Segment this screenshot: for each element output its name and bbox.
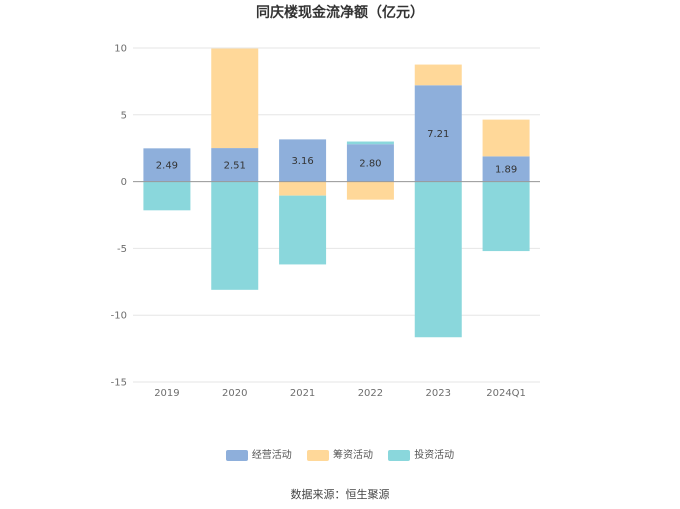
legend-item-operating[interactable]: 经营活动 [225,446,292,461]
legend-swatch [225,449,248,461]
bar-value-label: 7.21 [427,129,449,140]
bar-segment-operating[interactable] [211,148,259,182]
bar-segment-financing[interactable] [414,64,462,86]
legend-item-investing[interactable]: 投资活动 [388,446,454,461]
x-tick-label: 2020 [222,388,247,399]
data-source: 数据来源：恒生聚源 [290,488,390,501]
bar-value-label: 2.51 [224,160,246,171]
bar-segment-financing[interactable] [346,181,394,200]
bar-value-label: 3.16 [291,156,313,167]
x-tick-label: 2022 [358,388,383,399]
bar-segment-operating[interactable] [414,85,462,182]
bar-segment-financing[interactable] [279,181,327,196]
bar-segment-investing[interactable] [414,181,462,338]
y-tick-label: -5 [117,244,127,255]
bars [143,48,530,338]
legend-label: 投资活动 [414,450,455,461]
bar-segment-financing[interactable] [211,48,259,149]
y-tick-label: -15 [111,378,127,389]
x-tick-label: 2019 [154,388,179,399]
y-tick-label: 0 [121,177,127,188]
y-tick-label: 5 [121,110,127,121]
bar-segment-operating[interactable] [482,156,530,182]
bar-segment-operating[interactable] [279,139,327,182]
chart-title: 同庆楼现金流净额（亿元） [256,4,424,21]
legend: 经营活动 筹资活动 投资活动 [0,446,680,461]
x-tick-label: 2024Q1 [486,388,526,399]
legend-item-financing[interactable]: 筹资活动 [307,446,373,461]
bar-segment-operating[interactable] [143,148,191,182]
legend-label: 经营活动 [251,450,292,461]
grid-lines [133,47,540,383]
legend-label: 筹资活动 [333,450,373,461]
y-tick-label: -10 [111,311,127,322]
y-tick-label: 10 [114,44,127,55]
bar-segment-investing[interactable] [211,181,259,290]
bar-segment-investing[interactable] [346,141,394,145]
legend-swatch [388,449,411,461]
bar-value-label: 1.89 [495,164,517,175]
bar-value-label: 2.49 [156,160,178,171]
bar-labels: 2.49 2.51 3.16 2.80 7.21 1.89 [156,129,517,176]
legend-swatch [307,449,329,461]
y-axis-ticks: 10 5 0 -5 -10 -15 [111,44,127,389]
bar-value-label: 2.80 [359,158,381,169]
x-tick-label: 2021 [290,388,315,399]
x-tick-label: 2023 [426,388,451,399]
bar-segment-investing[interactable] [143,181,191,211]
x-axis-ticks: 2019 2020 2021 2022 2023 2024Q1 [154,388,526,399]
bar-segment-investing[interactable] [482,181,530,252]
bar-segment-investing[interactable] [279,195,327,265]
bar-segment-operating[interactable] [346,144,394,182]
bar-segment-financing[interactable] [482,119,530,157]
